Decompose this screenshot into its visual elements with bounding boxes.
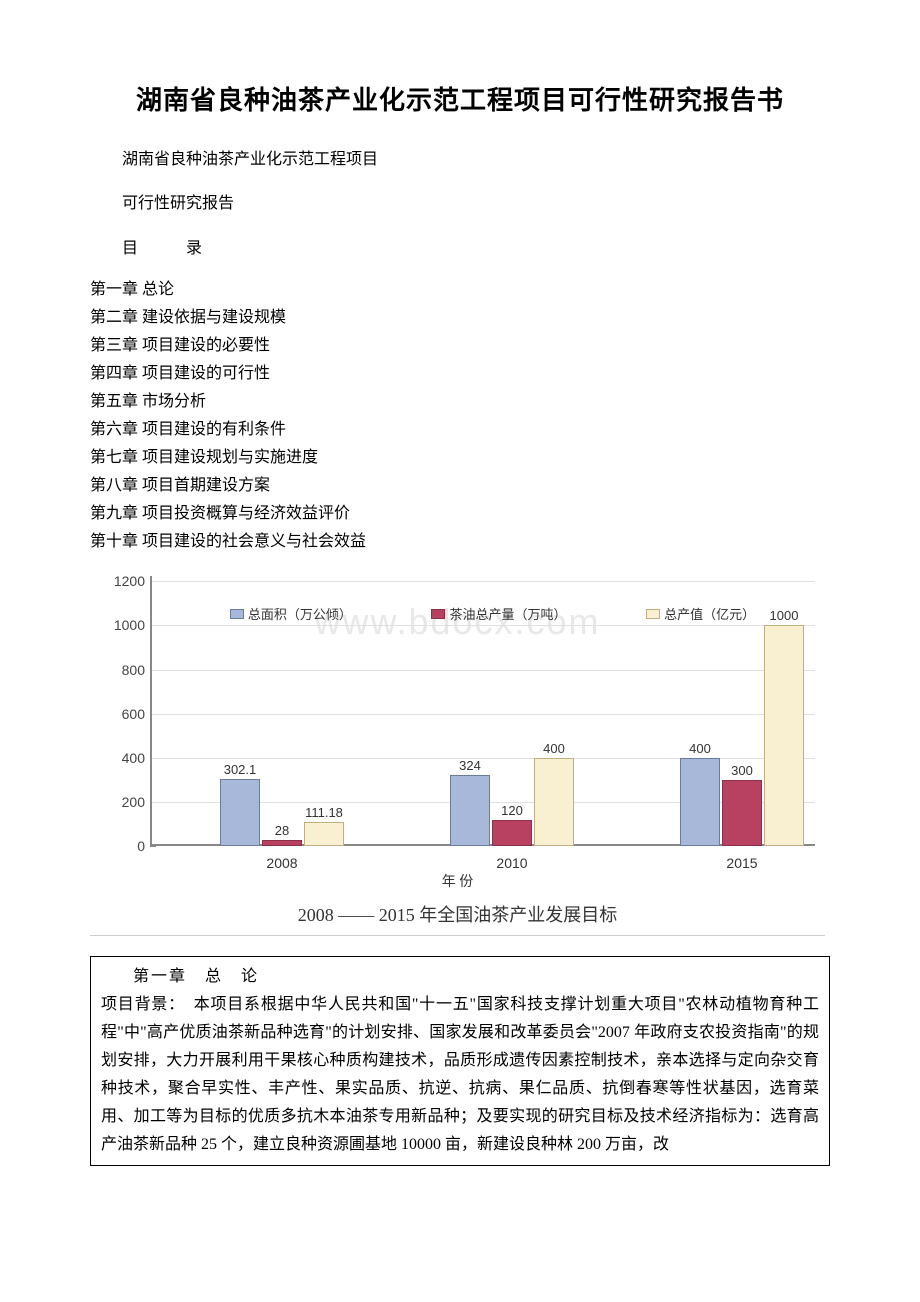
bar-value-label: 1000 [770, 608, 799, 623]
legend-label: 总面积（万公倾） [248, 604, 352, 623]
toc-heading: 目 录 [122, 234, 830, 258]
x-tick-label: 2015 [726, 855, 757, 871]
toc-item: 第四章 项目建设的可行性 [90, 360, 830, 388]
bar: 300 [722, 780, 762, 846]
toc-item: 第一章 总论 [90, 276, 830, 304]
gridline [152, 581, 815, 582]
toc-item: 第十章 项目建设的社会意义与社会效益 [90, 528, 830, 556]
subtitle-line-2: 可行性研究报告 [122, 191, 830, 217]
y-axis-line [150, 576, 152, 846]
bar-value-label: 300 [731, 763, 753, 778]
bar-value-label: 120 [501, 803, 523, 818]
legend-item: 总产值（亿元） [646, 604, 755, 623]
toc-item: 第六章 项目建设的有利条件 [90, 416, 830, 444]
bar-group: 324120400 [450, 758, 574, 846]
legend-swatch [230, 609, 244, 619]
subtitle-line-1: 湖南省良种油茶产业化示范工程项目 [122, 147, 830, 173]
toc-item: 第八章 项目首期建设方案 [90, 472, 830, 500]
bar-group: 4003001000 [680, 625, 804, 846]
chart-plot-area: www.bdocx.com 总面积（万公倾）茶油总产量（万吨）总产值（亿元） 年… [90, 576, 825, 896]
x-axis-title: 年 份 [442, 871, 474, 891]
y-tick-label: 1200 [90, 573, 145, 589]
legend-item: 茶油总产量（万吨） [431, 604, 566, 623]
bar-value-label: 28 [275, 823, 289, 838]
legend-swatch [646, 609, 660, 619]
toc-item: 第七章 项目建设规划与实施进度 [90, 444, 830, 472]
legend-label: 总产值（亿元） [664, 604, 755, 623]
table-of-contents: 第一章 总论第二章 建设依据与建设规模第三章 项目建设的必要性第四章 项目建设的… [90, 276, 830, 556]
bar: 400 [680, 758, 720, 846]
y-tick-label: 1000 [90, 617, 145, 633]
chart-legend: 总面积（万公倾） 茶油总产量（万吨） 总产值（亿元） [190, 604, 795, 623]
y-tick-label: 200 [90, 794, 145, 810]
x-tick-label: 2010 [496, 855, 527, 871]
y-tick-mark [150, 846, 156, 847]
bar-value-label: 111.18 [305, 805, 343, 820]
y-tick-label: 0 [90, 838, 145, 854]
toc-item: 第五章 市场分析 [90, 388, 830, 416]
chart-caption: 2008 —— 2015 年全国油茶产业发展目标 [90, 901, 825, 935]
toc-item: 第三章 项目建设的必要性 [90, 332, 830, 360]
chapter-1-heading: 第一章 总 论 [101, 963, 819, 991]
toc-item: 第九章 项目投资概算与经济效益评价 [90, 500, 830, 528]
bar: 111.18 [304, 822, 344, 847]
chart-container: www.bdocx.com 总面积（万公倾）茶油总产量（万吨）总产值（亿元） 年… [90, 576, 825, 936]
bar-value-label: 400 [689, 741, 711, 756]
bar-value-label: 324 [459, 758, 481, 773]
bar: 120 [492, 820, 532, 847]
legend-swatch [431, 609, 445, 619]
document-title: 湖南省良种油茶产业化示范工程项目可行性研究报告书 [90, 80, 830, 117]
y-tick-label: 600 [90, 706, 145, 722]
bar-value-label: 400 [543, 741, 565, 756]
y-tick-label: 800 [90, 662, 145, 678]
bar: 28 [262, 840, 302, 846]
legend-label: 茶油总产量（万吨） [449, 604, 566, 623]
bar: 302.1 [220, 779, 260, 846]
y-tick-label: 400 [90, 750, 145, 766]
bar: 400 [534, 758, 574, 846]
bar-value-label: 302.1 [224, 762, 257, 777]
body-text-box: 第一章 总 论 项目背景： 本项目系根据中华人民共和国"十一五"国家科技支撑计划… [90, 956, 830, 1166]
chapter-1-paragraph: 项目背景： 本项目系根据中华人民共和国"十一五"国家科技支撑计划重大项目"农林动… [101, 991, 819, 1159]
bar: 324 [450, 775, 490, 847]
legend-item: 总面积（万公倾） [230, 604, 352, 623]
toc-item: 第二章 建设依据与建设规模 [90, 304, 830, 332]
x-tick-label: 2008 [266, 855, 297, 871]
bar: 1000 [764, 625, 804, 846]
bar-group: 302.128111.18 [220, 779, 344, 846]
